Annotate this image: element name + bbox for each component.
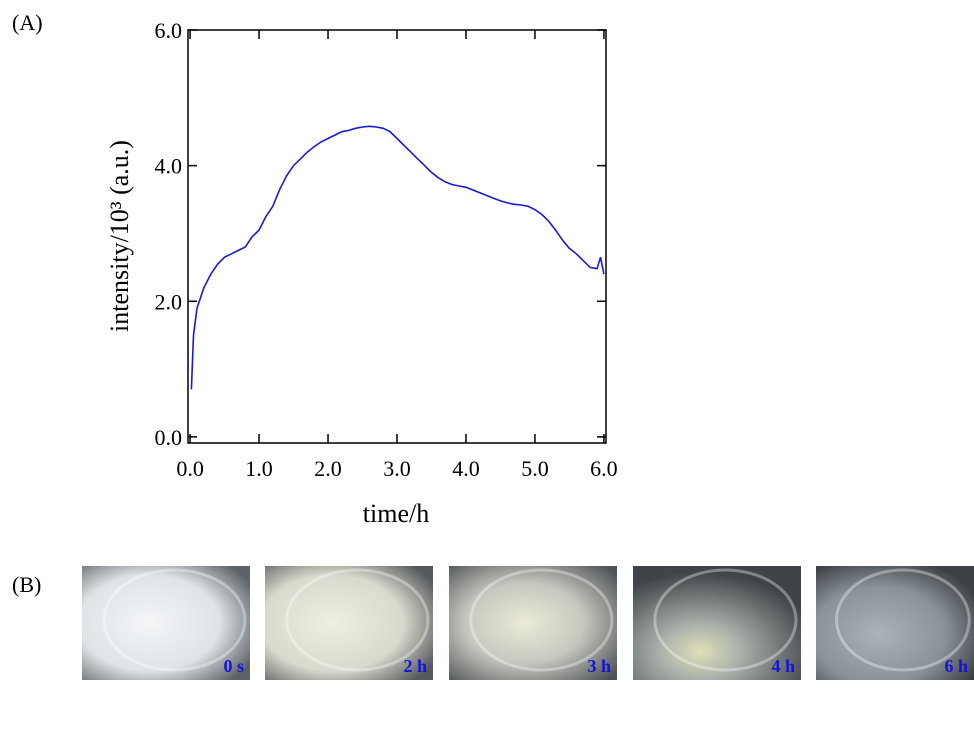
x-tick-label: 5.0 — [521, 456, 549, 481]
photo-well — [653, 568, 798, 672]
photo — [82, 566, 250, 680]
photo-well — [102, 568, 247, 672]
photo-label: 4 h — [771, 656, 795, 676]
photo — [265, 566, 433, 680]
y-tick-label: 0.0 — [155, 425, 183, 450]
x-tick-label: 0.0 — [176, 456, 204, 481]
photo-well — [835, 568, 971, 672]
x-tick-label: 1.0 — [245, 456, 273, 481]
x-tick-label: 3.0 — [383, 456, 411, 481]
y-tick-label: 6.0 — [155, 18, 183, 43]
y-tick-label: 2.0 — [155, 289, 183, 314]
photo-well — [469, 568, 614, 672]
photo — [449, 566, 617, 680]
x-tick-label: 2.0 — [314, 456, 342, 481]
photo-label: 6 h — [944, 656, 968, 676]
photo-label: 2 h — [403, 656, 427, 676]
plot-frame — [187, 29, 607, 444]
panel-label: (B) — [12, 572, 41, 597]
x-tick-label: 6.0 — [590, 456, 618, 481]
panel-label: (A) — [12, 10, 43, 35]
photo-label: 3 h — [587, 656, 611, 676]
photo — [816, 566, 974, 680]
photo-well — [285, 568, 430, 672]
x-tick-label: 4.0 — [452, 456, 480, 481]
data-line — [190, 125, 605, 390]
y-tick-label: 4.0 — [155, 154, 183, 179]
y-axis-title: intensity/10³ (a.u.) — [105, 140, 134, 332]
photo — [633, 566, 801, 680]
photo-label: 0 s — [223, 656, 244, 676]
photo-strip: 0 s 2 h 3 h 4 h 6 h — [82, 566, 974, 680]
x-axis-title: time/h — [363, 499, 429, 528]
